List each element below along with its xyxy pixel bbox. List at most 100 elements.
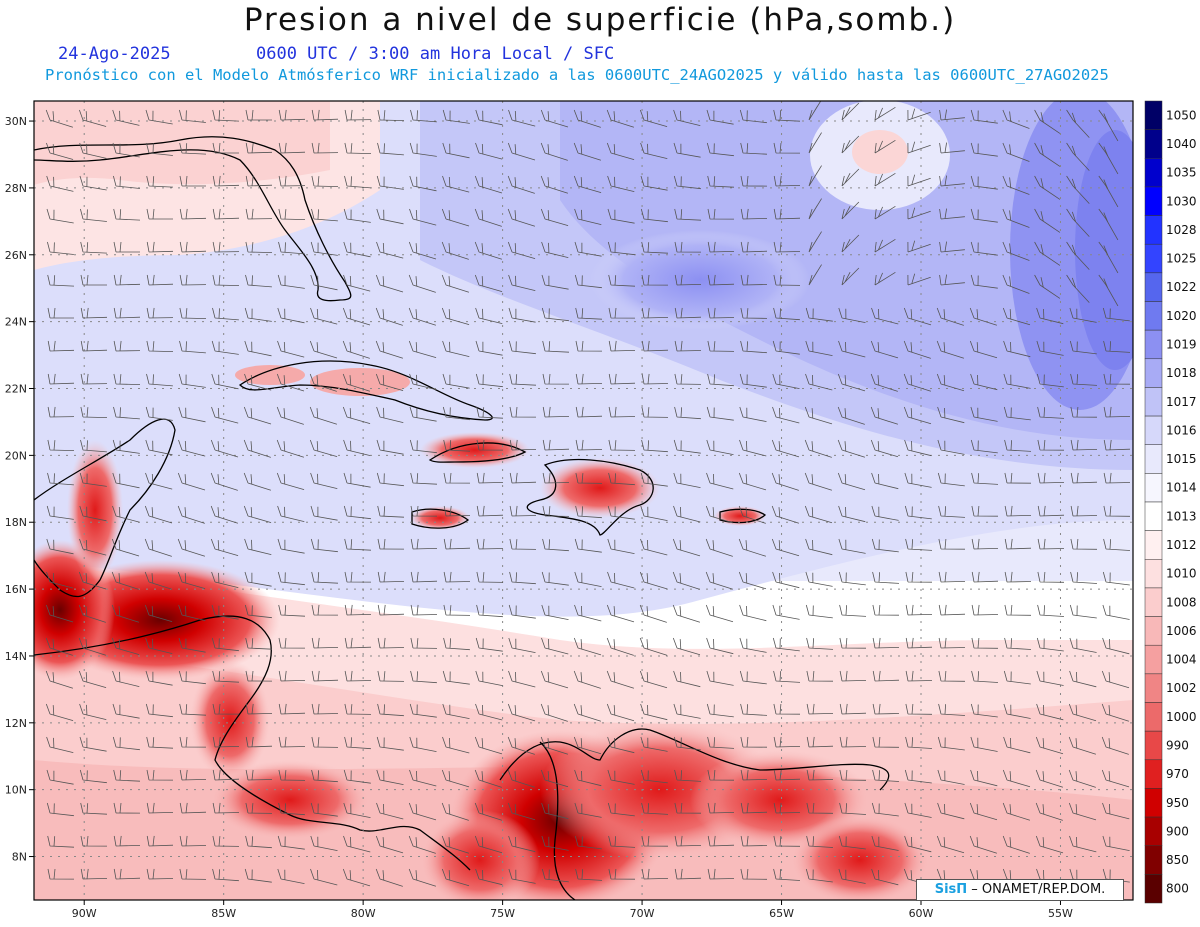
wind-barb <box>841 234 860 253</box>
wind-barb <box>574 571 602 587</box>
wind-barb <box>1002 802 1031 821</box>
wind-barb <box>344 175 371 189</box>
wind-barb <box>309 373 337 392</box>
legend-swatch <box>1144 730 1163 761</box>
wind-barb <box>507 703 536 722</box>
wind-barb <box>936 340 965 359</box>
wind-barb <box>904 439 932 457</box>
wind-barb <box>1103 439 1131 451</box>
wind-barb <box>639 670 668 689</box>
wind-barb <box>1101 736 1129 755</box>
wind-barb <box>541 274 569 290</box>
wind-barb <box>871 307 899 325</box>
wind-barb <box>1069 307 1097 323</box>
wind-barb <box>804 439 832 458</box>
wind-barb <box>409 175 437 192</box>
wind-barb <box>245 274 272 288</box>
wind-barb <box>278 637 306 649</box>
legend-swatch <box>1144 501 1163 531</box>
wind-barb <box>1004 571 1032 583</box>
wind-barb <box>574 274 602 289</box>
legend-label: 1002 <box>1166 681 1197 695</box>
wind-barb <box>773 868 801 881</box>
wind-barb <box>1037 406 1065 419</box>
wind-barb <box>542 472 570 484</box>
wind-barb <box>1103 472 1131 484</box>
wind-barb <box>607 208 635 224</box>
wind-barb <box>641 307 669 319</box>
wind-barb <box>937 769 965 785</box>
wind-barb <box>179 208 207 220</box>
wind-barb <box>244 307 272 322</box>
wind-barb <box>375 274 404 293</box>
wind-barb <box>540 109 569 128</box>
wind-barb <box>277 307 305 324</box>
legend-swatch <box>1144 788 1163 818</box>
legend-swatch <box>1144 845 1163 875</box>
wind-barb <box>146 769 174 781</box>
wind-barb <box>903 340 931 359</box>
wind-barb <box>177 472 206 491</box>
legend-label: 1016 <box>1166 423 1197 437</box>
wind-barb <box>47 241 74 255</box>
wind-barb <box>641 406 669 418</box>
wind-barb <box>870 373 898 392</box>
wind-barb <box>409 439 437 454</box>
wind-barb <box>310 868 338 886</box>
wind-barb <box>179 868 207 880</box>
wind-barb <box>841 135 860 154</box>
wind-barb <box>1102 604 1130 620</box>
wind-barb <box>542 373 570 385</box>
wind-barb <box>179 736 207 748</box>
wind-barb <box>245 109 272 121</box>
wind-barb <box>244 571 272 587</box>
wind-barb <box>442 142 470 159</box>
wind-barb <box>408 241 437 260</box>
lon-label: 65W <box>769 907 794 920</box>
wind-barb <box>936 373 965 392</box>
wind-barb <box>574 208 602 225</box>
wind-barb <box>145 472 173 490</box>
wind-barb <box>1068 703 1097 722</box>
wind-barb <box>408 340 437 358</box>
wind-barb <box>706 406 734 421</box>
lat-label: 30N <box>5 115 27 128</box>
wind-barb <box>674 241 702 253</box>
wind-barb <box>1002 175 1030 195</box>
wind-barb <box>311 736 339 748</box>
wind-barb <box>442 736 470 754</box>
wind-barb <box>640 736 668 752</box>
wind-barb <box>608 307 636 319</box>
wind-barb <box>1070 406 1098 418</box>
wind-barb <box>575 340 603 352</box>
wind-barb <box>542 406 570 418</box>
wind-barb <box>344 604 372 616</box>
wind-barb <box>212 736 240 748</box>
legend-label: 1004 <box>1166 653 1197 667</box>
wind-barb <box>245 175 273 187</box>
wind-barb <box>970 208 998 223</box>
wind-barb <box>608 835 636 848</box>
wind-barb <box>805 868 833 883</box>
wind-barb <box>146 802 174 814</box>
wind-barb <box>806 637 834 650</box>
wind-barb <box>804 406 833 425</box>
wind-barb <box>212 670 240 683</box>
lon-label: 70W <box>630 907 655 920</box>
wind-barb <box>80 439 107 453</box>
lat-label: 24N <box>5 316 27 329</box>
wind-barb <box>376 736 404 751</box>
wind-barb <box>1098 208 1119 241</box>
wind-barb <box>1034 175 1061 200</box>
wind-barb <box>740 736 768 748</box>
wind-barb <box>707 241 735 253</box>
wind-barb <box>211 373 239 390</box>
wind-barb <box>971 604 999 616</box>
wind-barb <box>575 868 603 881</box>
wind-barb <box>639 571 668 590</box>
wind-barb <box>375 373 404 391</box>
wind-barb <box>540 175 569 194</box>
wind-barb <box>573 175 602 193</box>
wind-barb <box>342 373 371 392</box>
